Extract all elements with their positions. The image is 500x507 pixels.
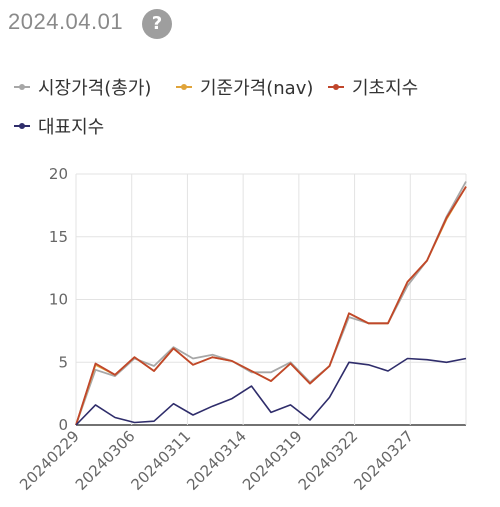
date-label: 2024.04.01 <box>8 9 124 34</box>
y-tick-label: 20 <box>49 165 68 183</box>
x-tick-label: 20240322 <box>295 427 362 494</box>
help-icon[interactable]: ? <box>142 9 172 39</box>
series-line-base-index <box>75 186 467 426</box>
legend-label-rep-index: 대표지수 <box>38 117 105 138</box>
series-line-nav <box>75 186 467 426</box>
legend-item-market-price[interactable]: 시장가격(총가) <box>14 74 151 100</box>
y-tick-label: 0 <box>58 416 68 434</box>
y-tick-label: 15 <box>49 228 68 246</box>
x-tick-label: 20240229 <box>16 427 83 494</box>
legend-item-nav[interactable]: 기준가격(nav) <box>176 74 313 100</box>
x-tick-label: 20240311 <box>128 427 195 494</box>
legend-marker-nav <box>176 84 192 90</box>
y-tick-label: 5 <box>58 353 68 371</box>
legend-marker-rep-index <box>14 123 30 129</box>
x-tick-label: 20240319 <box>239 427 306 494</box>
series-line-market-price <box>75 181 467 426</box>
x-tick-label: 20240306 <box>72 427 139 494</box>
legend-item-rep-index[interactable]: 대표지수 <box>14 113 104 139</box>
x-tick-label: 20240327 <box>350 427 417 494</box>
legend-marker-base-index <box>328 84 344 90</box>
legend-marker-market-price <box>14 84 30 90</box>
legend-label-base-index: 기초지수 <box>352 78 419 99</box>
x-tick-label: 20240314 <box>183 427 250 494</box>
legend-label-market-price: 시장가격(총가) <box>38 78 152 99</box>
y-tick-label: 10 <box>49 291 68 309</box>
legend-item-base-index[interactable]: 기초지수 <box>328 74 418 100</box>
series-line-rep-index <box>75 357 467 426</box>
legend-label-nav: 기준가격(nav) <box>200 78 314 99</box>
